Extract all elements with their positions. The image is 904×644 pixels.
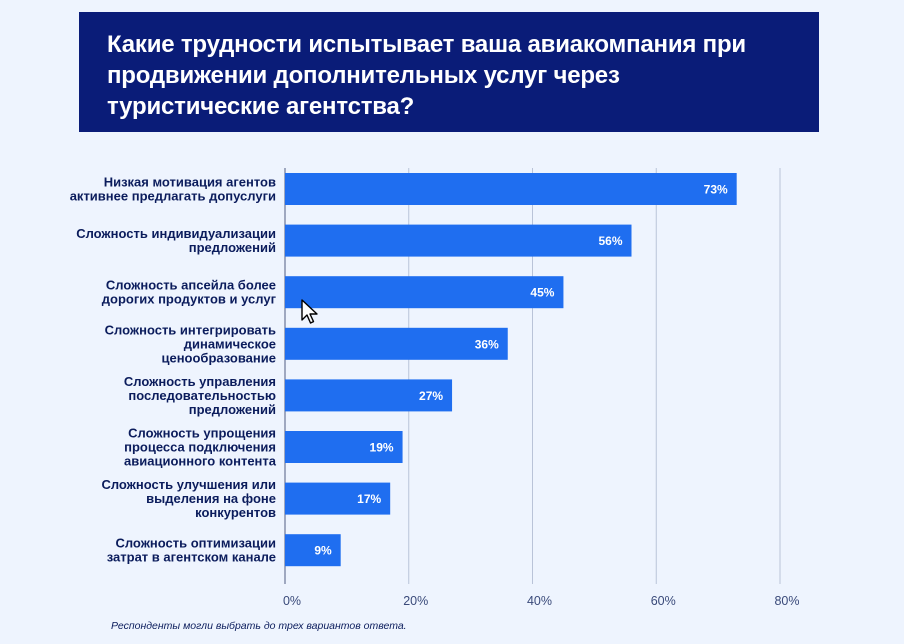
title-banner: Какие трудности испытывает ваша авиакомп… bbox=[79, 12, 819, 132]
x-tick-label: 80% bbox=[774, 594, 799, 608]
bar-value-label: 73% bbox=[704, 183, 728, 197]
bar-value-label: 19% bbox=[370, 441, 394, 455]
category-label: Сложность оптимизации затрат в агентском … bbox=[107, 536, 276, 565]
category-label: Низкая мотивация агентов активнее предлаг… bbox=[70, 175, 276, 204]
category-label: Сложность апсейла более дорогих продуктов… bbox=[102, 278, 277, 307]
footnote: Респонденты могли выбрать до трех вариан… bbox=[111, 620, 407, 632]
category-label: Сложность улучшения или выделения на фоне… bbox=[101, 477, 276, 520]
bar bbox=[285, 276, 564, 309]
bar-value-label: 36% bbox=[475, 337, 499, 351]
bar bbox=[285, 224, 632, 257]
bar-value-label: 9% bbox=[314, 544, 332, 558]
bar bbox=[285, 482, 391, 515]
bar bbox=[285, 431, 403, 463]
bar bbox=[285, 327, 508, 360]
x-tick-label: 40% bbox=[527, 594, 552, 608]
bar-value-label: 56% bbox=[598, 234, 622, 248]
bar-value-label: 45% bbox=[530, 286, 554, 300]
category-label: Сложность интегрировать динамическое ценоо… bbox=[105, 322, 276, 365]
bar bbox=[285, 173, 737, 205]
category-label: Сложность упрощения процесса подключения а… bbox=[124, 426, 277, 469]
category-label: Сложность индивидуализации предложений bbox=[76, 226, 276, 255]
bar-value-label: 17% bbox=[357, 492, 381, 506]
mouse-pointer-icon bbox=[301, 299, 318, 324]
bar bbox=[285, 534, 341, 567]
x-tick-label: 20% bbox=[403, 594, 428, 608]
x-tick-label: 60% bbox=[651, 594, 676, 608]
bar-value-label: 27% bbox=[419, 389, 443, 403]
bar bbox=[285, 379, 453, 412]
chart-title: Какие трудности испытывает ваша авиакомп… bbox=[107, 31, 746, 120]
category-label: Сложность управления последовательностью п… bbox=[124, 374, 276, 417]
x-tick-label: 0% bbox=[283, 594, 301, 608]
